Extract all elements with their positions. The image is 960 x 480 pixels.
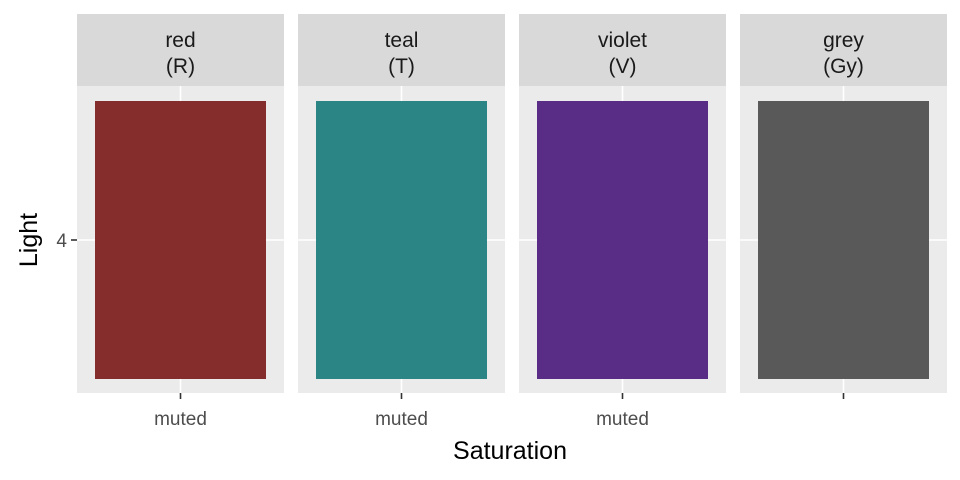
y-axis-title: Light (15, 213, 43, 267)
tile-red (95, 101, 266, 379)
tile-violet (537, 101, 708, 379)
facet-strip-sublabel: (V) (609, 55, 637, 78)
facet-strip-label: violet (598, 29, 647, 52)
facet-strip (740, 14, 947, 86)
y-tick-label: 4 (56, 231, 67, 252)
facet-strip (77, 14, 284, 86)
facet-teal: teal (T) muted (298, 14, 505, 430)
x-tick-label: muted (375, 409, 428, 430)
facet-violet: violet (V) muted (519, 14, 726, 430)
facet-red: red (R) muted (77, 14, 284, 430)
facet-strip-sublabel: (Gy) (823, 55, 864, 78)
facet-strip (519, 14, 726, 86)
facet-strip-sublabel: (T) (388, 55, 415, 78)
x-tick-label: muted (154, 409, 207, 430)
tile-teal (316, 101, 487, 379)
facet-strip-label: teal (385, 29, 419, 52)
x-axis-title: Saturation (453, 437, 567, 465)
facet-strip-label: red (165, 29, 195, 52)
y-axis: 4 (56, 231, 77, 252)
tile-grey (758, 101, 929, 379)
facet-panels: red (R) muted teal (T) muted violet (V) muted gre… (77, 14, 947, 430)
x-tick-label: muted (596, 409, 649, 430)
facet-grey: grey (Gy) (740, 14, 947, 399)
facet-strip (298, 14, 505, 86)
facet-strip-sublabel: (R) (166, 55, 195, 78)
facet-strip-label: grey (823, 29, 864, 52)
